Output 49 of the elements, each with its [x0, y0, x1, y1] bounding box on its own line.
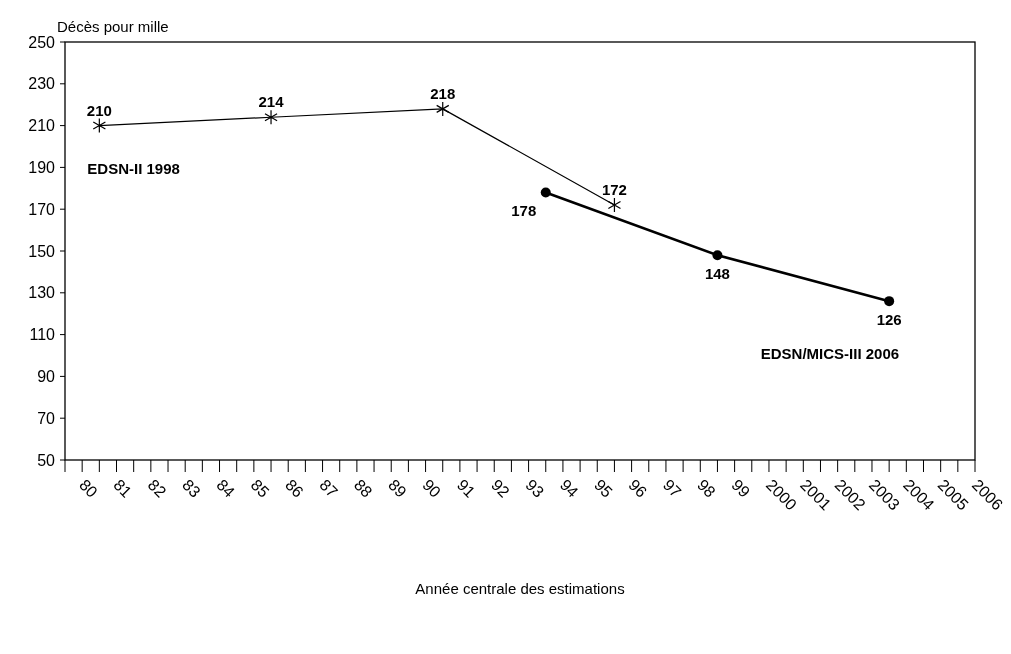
text: EDSN/MICS-III 2006 — [760, 345, 900, 363]
point — [264, 109, 278, 125]
x-tick-label: 83 — [179, 476, 204, 501]
x-tick-label: 90 — [419, 476, 445, 501]
x-tick-label: 94 — [556, 476, 582, 501]
point — [436, 101, 450, 117]
data-label: 214 — [258, 93, 285, 111]
x-tick-label: 82 — [144, 476, 170, 501]
data-label: 178 — [511, 202, 537, 220]
y-tick-label: 50 — [37, 451, 56, 469]
x-tick-label: 91 — [453, 476, 479, 501]
y-tick-label: 210 — [28, 117, 56, 135]
x-tick-label: 84 — [213, 476, 239, 501]
series-label: EDSN-II 1998 — [87, 159, 180, 177]
x-tick-label: 92 — [488, 476, 513, 501]
point — [540, 187, 551, 198]
x-tick-label: 99 — [728, 476, 754, 501]
x-tick-label: 81 — [110, 476, 136, 501]
y-tick-label: 150 — [28, 242, 56, 260]
data-label: 172 — [601, 181, 627, 199]
y-axis-title: Décès pour mille — [57, 18, 169, 35]
data-label: 126 — [876, 311, 902, 329]
x-tick-label: 96 — [625, 476, 651, 501]
x-tick-label: 86 — [282, 476, 307, 501]
y-tick-label: 190 — [28, 159, 56, 176]
y-tick-label: 90 — [37, 368, 56, 385]
point — [92, 118, 106, 134]
data-label: 148 — [704, 265, 730, 283]
y-tick-label: 70 — [37, 409, 56, 427]
x-tick-label: 80 — [76, 476, 101, 501]
x-axis-title: Année centrale des estimations — [415, 580, 625, 597]
x-tick-label: 88 — [350, 476, 376, 501]
point — [884, 296, 895, 307]
x-tick-label: 93 — [522, 476, 548, 501]
y-tick-label: 110 — [29, 326, 56, 344]
y-tick-label: 230 — [28, 75, 56, 93]
x-tick-label: 98 — [694, 476, 719, 501]
x-tick-label: 97 — [659, 476, 685, 501]
point — [607, 197, 622, 213]
x-tick-label: 87 — [316, 476, 342, 501]
y-tick-label: 250 — [28, 33, 56, 51]
x-tick-label: 95 — [591, 476, 616, 501]
data-label: 210 — [86, 101, 112, 119]
x-tick-label: 89 — [385, 476, 410, 501]
y-tick-label: 130 — [28, 284, 56, 302]
data-label: 218 — [430, 84, 456, 102]
y-tick-label: 170 — [28, 200, 56, 218]
x-tick-label: 85 — [247, 476, 273, 501]
point — [712, 250, 723, 261]
